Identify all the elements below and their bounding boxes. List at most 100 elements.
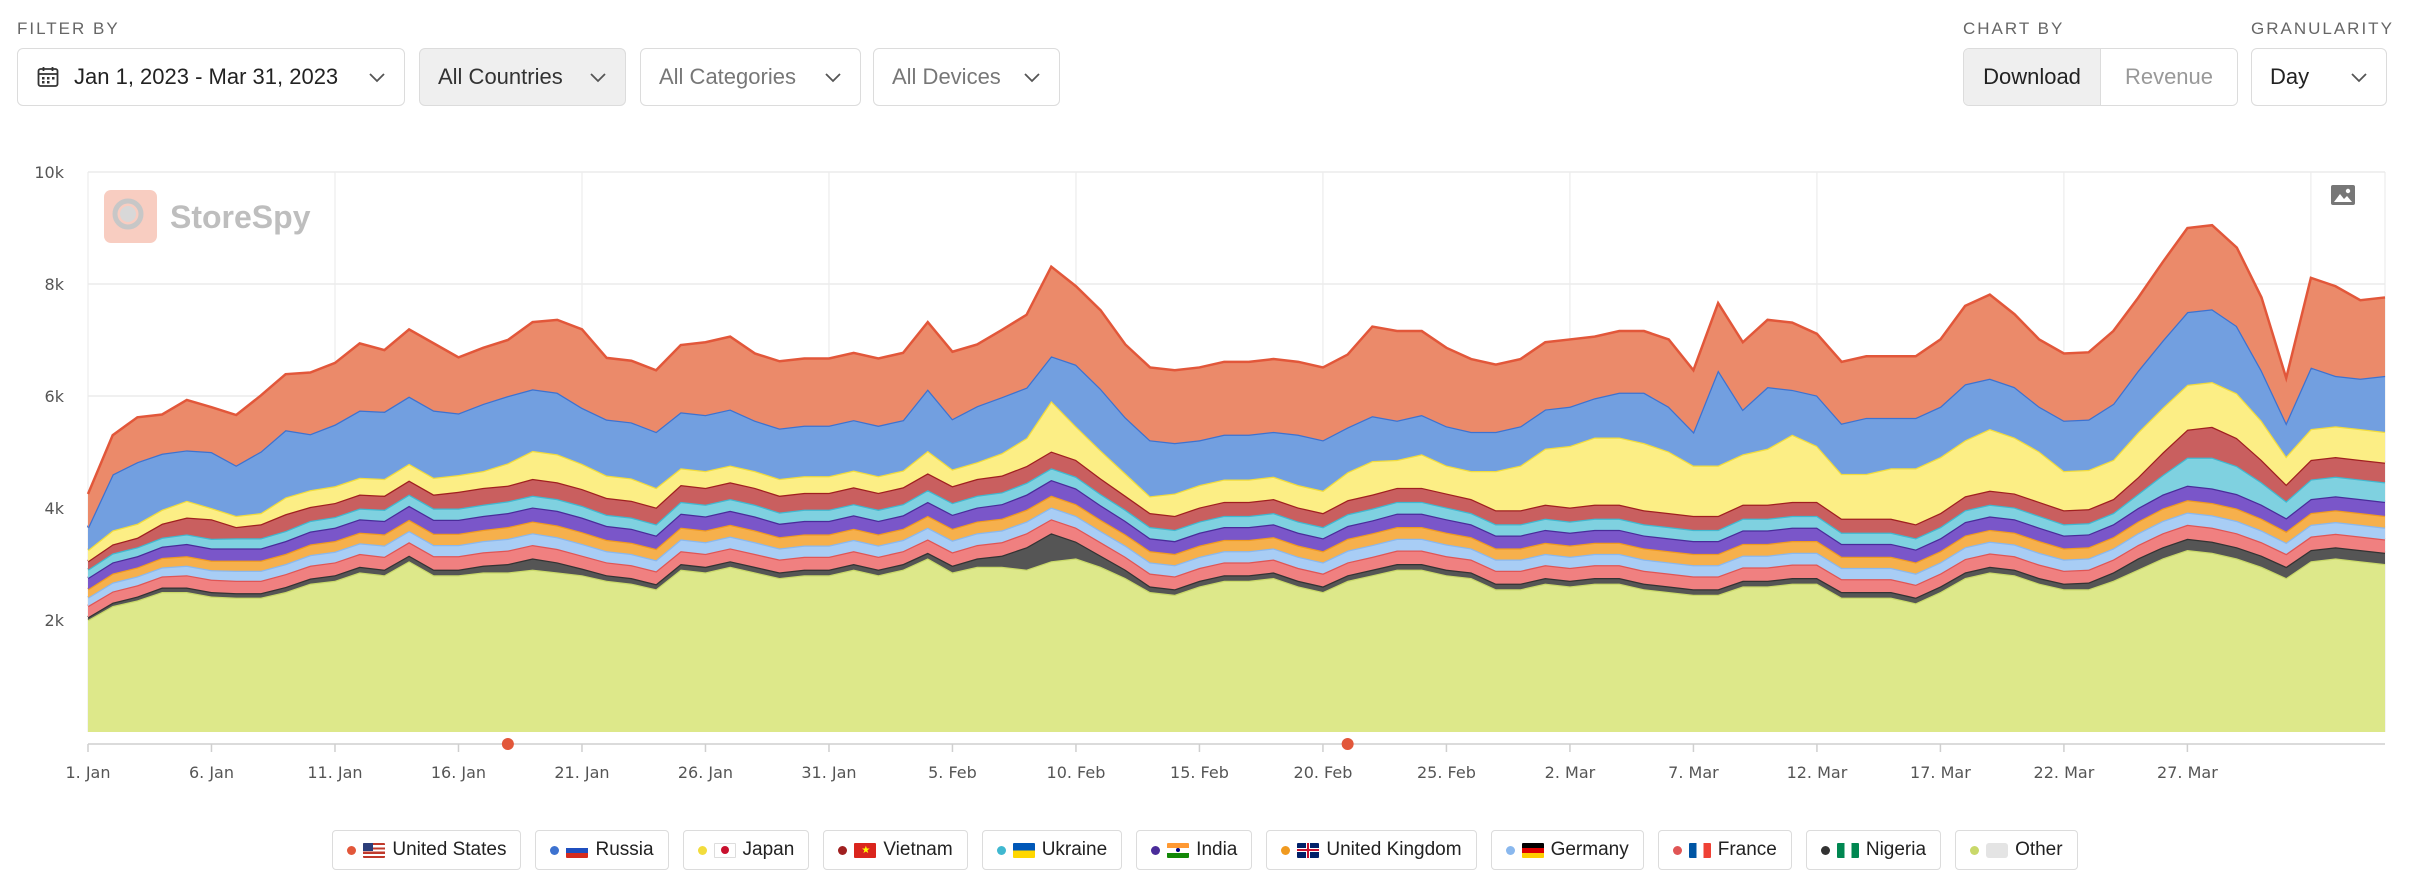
legend-label: Russia — [595, 839, 654, 860]
legend-label: United States — [392, 839, 507, 860]
legend-label: India — [1196, 839, 1238, 860]
x-tick-label: 31. Jan — [801, 763, 856, 782]
area-other — [88, 550, 2385, 732]
filter-by-label: FILTER BY — [17, 19, 120, 38]
legend-dot — [697, 845, 707, 855]
de-flag-icon — [1521, 842, 1544, 858]
legend-dot — [996, 845, 1006, 855]
chart-by-download[interactable]: Download — [1964, 49, 2101, 105]
x-tick-label: 11. Jan — [307, 763, 362, 782]
x-tick-label: 20. Feb — [1294, 763, 1353, 782]
legend-item-united-kingdom[interactable]: United Kingdom — [1266, 830, 1477, 870]
area-united-kingdom — [88, 495, 2385, 598]
legend-item-india[interactable]: India — [1136, 830, 1253, 870]
chevron-down-icon — [1009, 71, 1041, 83]
chart-by-toggle: Download Revenue — [1963, 48, 2238, 106]
gb-flag-icon — [1297, 842, 1320, 858]
jp-flag-icon — [713, 842, 736, 858]
area-russia — [88, 309, 2385, 550]
legend-item-russia[interactable]: Russia — [535, 830, 669, 870]
chart-by-revenue[interactable]: Revenue — [2101, 49, 2237, 105]
legend-dot — [1505, 845, 1515, 855]
in-flag-icon — [1167, 842, 1190, 858]
x-tick-label: 22. Mar — [2034, 763, 2095, 782]
y-tick-label: 8k — [45, 275, 65, 294]
y-tick-label: 10k — [34, 163, 64, 182]
legend-dot — [1970, 845, 1980, 855]
area-japan — [88, 382, 2385, 562]
granularity-select[interactable]: Day — [2251, 48, 2387, 106]
legend-label: United Kingdom — [1326, 839, 1462, 860]
legend-dot — [838, 845, 848, 855]
event-marker — [501, 738, 514, 750]
watermark-text: StoreSpy — [170, 199, 311, 235]
chevron-down-icon — [354, 71, 386, 83]
ng-flag-icon — [1836, 842, 1859, 858]
x-tick-label: 1. Jan — [65, 763, 110, 782]
legend-item-japan[interactable]: Japan — [682, 830, 810, 870]
legend-label: Ukraine — [1041, 839, 1108, 860]
legend-dot — [1672, 845, 1682, 855]
ru-flag-icon — [566, 842, 589, 858]
chevron-down-icon — [575, 71, 607, 83]
downloads-stacked-area-chart: 2k 4k 6k 8k 10k 1. Jan 6. Jan 11. Jan 16. Jan 21… — [34, 163, 2386, 782]
categories-value: All Categories — [659, 64, 796, 89]
date-range-value: Jan 1, 2023 - Mar 31, 2023 — [74, 64, 339, 89]
event-markers — [501, 738, 1354, 750]
legend-label: Nigeria — [1865, 839, 1927, 860]
countries-select[interactable]: All Countries — [419, 48, 626, 106]
x-tick-label: 27. Mar — [2157, 763, 2218, 782]
y-axis: 2k 4k 6k 8k 10k — [34, 163, 64, 630]
legend-label: Other — [2015, 839, 2063, 860]
y-tick-label: 4k — [45, 499, 65, 518]
legend-label: France — [1717, 839, 1777, 860]
legend-item-other[interactable]: Other — [1955, 830, 2078, 870]
line-united-states — [86, 223, 2386, 495]
chevron-down-icon — [2336, 71, 2368, 83]
x-tick-label: 15. Feb — [1170, 763, 1229, 782]
area-germany — [88, 507, 2385, 606]
chart-legend: United States Russia Japan ★ Vietnam Ukraine I… — [0, 830, 2410, 870]
area-ukraine — [88, 457, 2385, 578]
fr-flag-icon — [1688, 842, 1711, 858]
x-tick-label: 5. Feb — [928, 763, 977, 782]
legend-label: Japan — [742, 839, 795, 860]
granularity-label: GRANULARITY — [2251, 19, 2394, 38]
chevron-down-icon — [810, 71, 842, 83]
x-axis: 1. Jan 6. Jan 11. Jan 16. Jan 21. Jan 26. Jan… — [65, 743, 2385, 782]
legend-item-ukraine[interactable]: Ukraine — [981, 830, 1123, 870]
legend-label: Germany — [1550, 839, 1629, 860]
legend-item-germany[interactable]: Germany — [1490, 830, 1644, 870]
calendar-icon — [36, 65, 60, 89]
us-flag-icon — [363, 842, 386, 858]
x-tick-label: 2. Mar — [1545, 763, 1596, 782]
devices-value: All Devices — [892, 64, 1001, 89]
x-tick-label: 25. Feb — [1417, 763, 1476, 782]
x-tick-label: 7. Mar — [1668, 763, 1719, 782]
devices-select[interactable]: All Devices — [873, 48, 1060, 106]
x-tick-label: 17. Mar — [1910, 763, 1971, 782]
legend-label: Vietnam — [883, 839, 953, 860]
legend-dot — [1151, 845, 1161, 855]
x-tick-label: 6. Jan — [189, 763, 234, 782]
categories-select[interactable]: All Categories — [640, 48, 861, 106]
legend-dot — [1820, 845, 1830, 855]
legend-item-vietnam[interactable]: ★ Vietnam — [823, 830, 968, 870]
ua-flag-icon — [1012, 842, 1035, 858]
x-tick-label: 26. Jan — [678, 763, 733, 782]
legend-dot — [1281, 845, 1291, 855]
storespy-watermark: StoreSpy — [104, 190, 311, 243]
legend-item-nigeria[interactable]: Nigeria — [1805, 830, 1942, 870]
image-export-icon[interactable] — [2331, 185, 2355, 205]
area-france — [88, 519, 2385, 618]
legend-item-united-states[interactable]: United States — [332, 830, 522, 870]
chart-by-label: CHART BY — [1963, 19, 2065, 38]
granularity-value: Day — [2270, 64, 2310, 89]
legend-item-france[interactable]: France — [1657, 830, 1792, 870]
x-tick-label: 21. Jan — [554, 763, 609, 782]
event-marker — [1341, 738, 1354, 750]
date-range-picker[interactable]: Jan 1, 2023 - Mar 31, 2023 — [17, 48, 405, 106]
x-tick-label: 16. Jan — [431, 763, 486, 782]
other-flag-icon — [1986, 842, 2009, 858]
countries-value: All Countries — [438, 64, 563, 89]
